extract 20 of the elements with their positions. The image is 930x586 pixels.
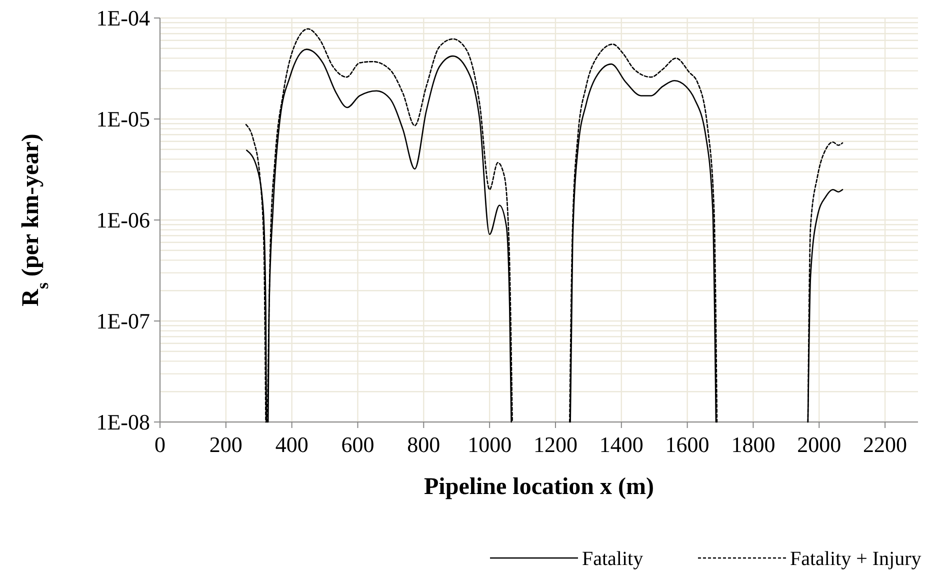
x-tick-label: 0 <box>154 432 166 457</box>
x-axis-title: Pipeline location x (m) <box>424 474 654 500</box>
x-tick-label: 1600 <box>665 432 710 457</box>
x-tick-label: 2000 <box>797 432 842 457</box>
legend-label: Fatality <box>582 548 644 570</box>
x-tick-label: 1200 <box>533 432 578 457</box>
x-tick-label: 1400 <box>599 432 644 457</box>
x-tick-label: 2200 <box>863 432 908 457</box>
x-tick-label: 400 <box>275 432 308 457</box>
x-tick-label: 600 <box>341 432 374 457</box>
x-tick-label: 800 <box>407 432 440 457</box>
x-tick-label: 200 <box>209 432 242 457</box>
y-tick-label: 1E-05 <box>96 106 150 132</box>
x-tick-label: 1800 <box>731 432 776 457</box>
y-tick-label: 1E-04 <box>96 6 150 31</box>
legend-label: Fatality + Injury <box>790 548 922 570</box>
y-tick-label: 1E-06 <box>96 208 150 233</box>
x-tick-label: 1000 <box>468 432 512 457</box>
y-tick-label: 1E-08 <box>96 410 150 435</box>
y-tick-label: 1E-07 <box>96 308 150 334</box>
